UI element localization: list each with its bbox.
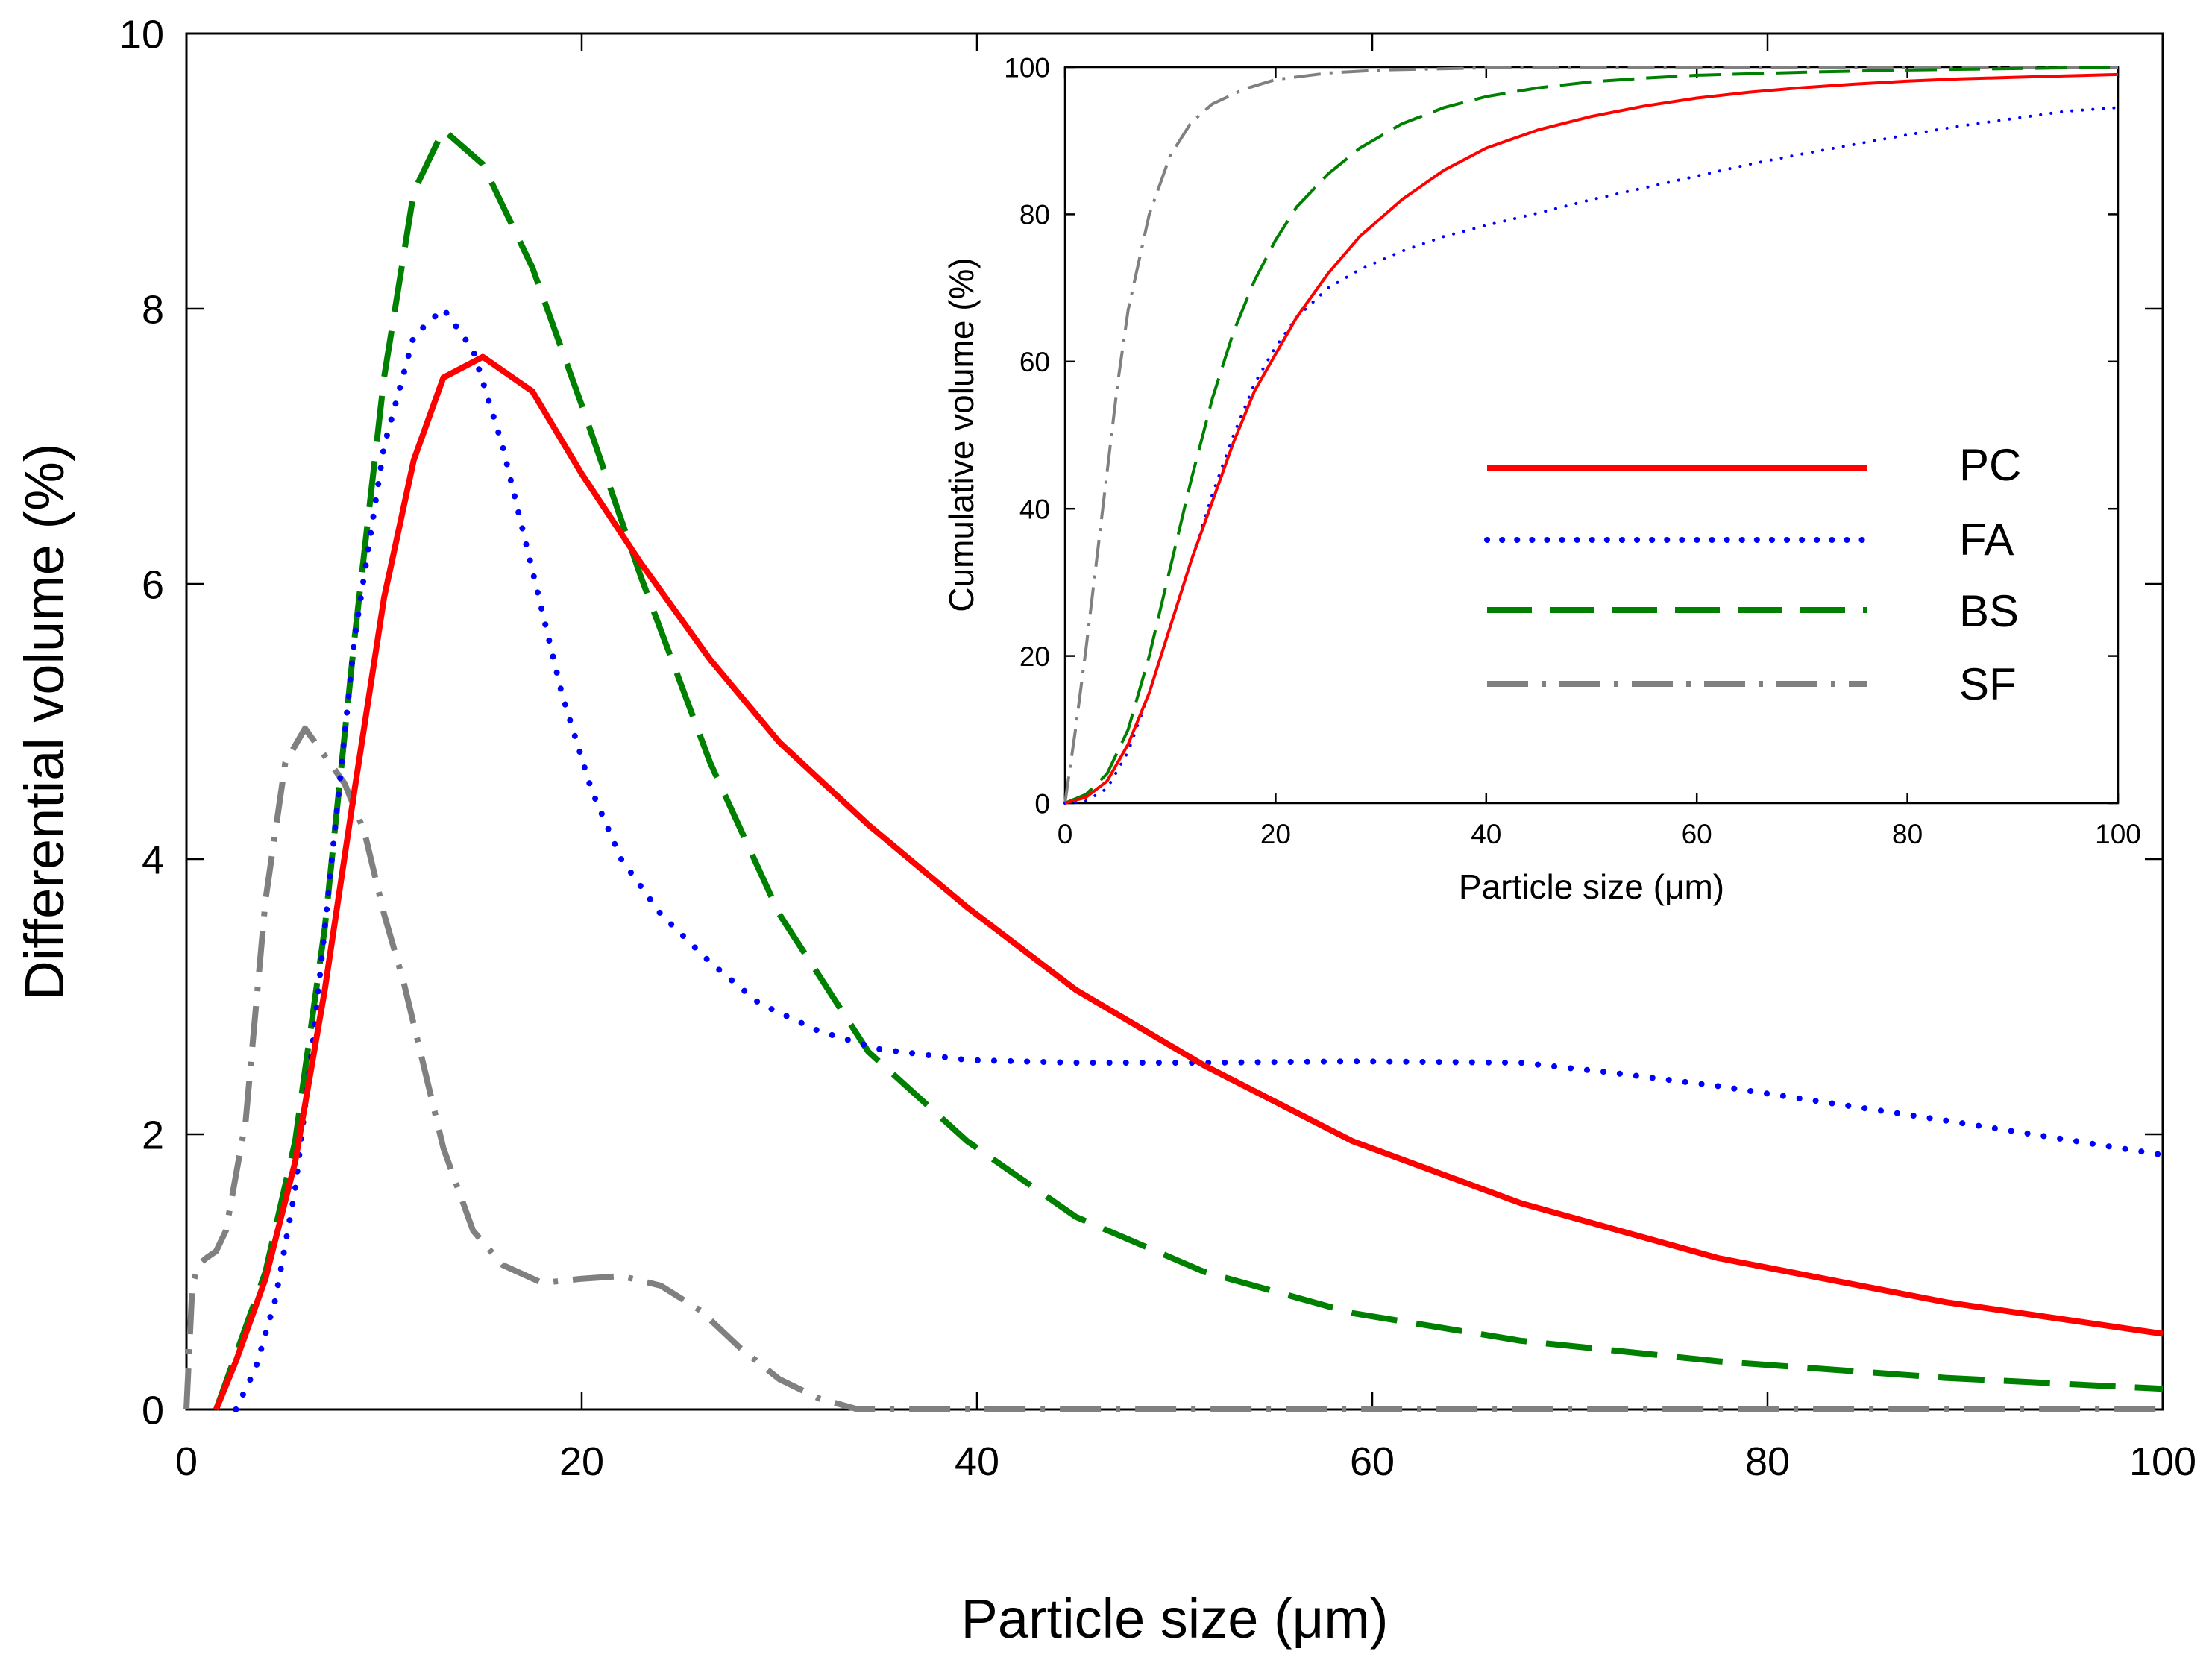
main-y-tick-label-6: 6 — [142, 562, 164, 607]
legend-item-pc: PC — [1487, 440, 2021, 490]
inset-x-axis-label: Particle size (μm) — [1459, 867, 1724, 906]
inset-y-tick-label-0: 0 — [1034, 788, 1050, 819]
legend-item-sf: SF — [1487, 659, 2017, 709]
main-y-axis-label: Differential volume (%) — [13, 443, 75, 1000]
main-x-tick-label-80: 80 — [1745, 1439, 1790, 1484]
main-axis-ticks: 0 20 40 60 80 100 0 2 4 6 8 10 — [119, 12, 2196, 1484]
inset-background — [1065, 67, 2118, 803]
main-series-pc — [213, 353, 2164, 1411]
main-chart: 0 20 40 60 80 100 0 2 4 6 8 10 Particle size (μm) D… — [13, 12, 2196, 1650]
main-x-tick-label-20: 20 — [559, 1439, 604, 1484]
inset-y-axis-label: Cumulative volume (%) — [942, 257, 981, 612]
inset-series-bs — [1064, 66, 2119, 805]
inset-y-tick-label-80: 80 — [1019, 200, 1050, 230]
inset-x-tick-label-100: 100 — [2095, 819, 2141, 849]
main-y-tick-label-0: 0 — [142, 1388, 164, 1433]
legend-label-fa: FA — [1959, 515, 2014, 565]
main-series-bs — [213, 127, 2164, 1411]
inset-series-lines — [1063, 66, 2120, 805]
inset-series-pc — [1064, 72, 2119, 805]
main-x-tick-label-0: 0 — [175, 1439, 198, 1484]
main-series-lines — [183, 127, 2166, 1412]
inset-chart: 0 20 40 60 80 100 0 20 40 60 80 100 Particle size (… — [942, 52, 2141, 906]
inset-x-tick-label-0: 0 — [1058, 819, 1073, 849]
inset-axis-ticks: 0 20 40 60 80 100 0 20 40 60 80 100 — [1004, 52, 2141, 849]
legend-label-bs: BS — [1959, 586, 2019, 636]
inset-y-tick-label-20: 20 — [1019, 641, 1050, 672]
inset-series-sf — [1063, 66, 2118, 804]
main-y-tick-label-8: 8 — [142, 287, 164, 332]
inset-x-tick-label-40: 40 — [1471, 819, 1501, 849]
main-y-tick-label-2: 2 — [142, 1113, 164, 1157]
main-x-axis-label: Particle size (μm) — [961, 1588, 1388, 1650]
main-series-sf — [183, 725, 2163, 1412]
legend-label-sf: SF — [1959, 659, 2017, 709]
inset-x-tick-label-60: 60 — [1682, 819, 1712, 849]
legend-item-bs: BS — [1487, 586, 2019, 636]
main-x-tick-label-60: 60 — [1350, 1439, 1395, 1484]
inset-y-tick-label-100: 100 — [1004, 52, 1050, 83]
main-x-tick-label-100: 100 — [2129, 1439, 2196, 1484]
legend-label-pc: PC — [1959, 440, 2021, 490]
inset-y-tick-label-40: 40 — [1019, 494, 1050, 525]
inset-y-tick-label-60: 60 — [1019, 347, 1050, 377]
main-y-tick-label-10: 10 — [119, 12, 164, 57]
main-y-tick-label-4: 4 — [142, 837, 164, 882]
inset-x-tick-label-80: 80 — [1892, 819, 1923, 849]
inset-x-tick-label-20: 20 — [1260, 819, 1291, 849]
legend-item-fa: FA — [1484, 515, 2014, 565]
main-x-tick-label-40: 40 — [955, 1439, 999, 1484]
legend: PC FA BS SF — [1484, 440, 2021, 709]
